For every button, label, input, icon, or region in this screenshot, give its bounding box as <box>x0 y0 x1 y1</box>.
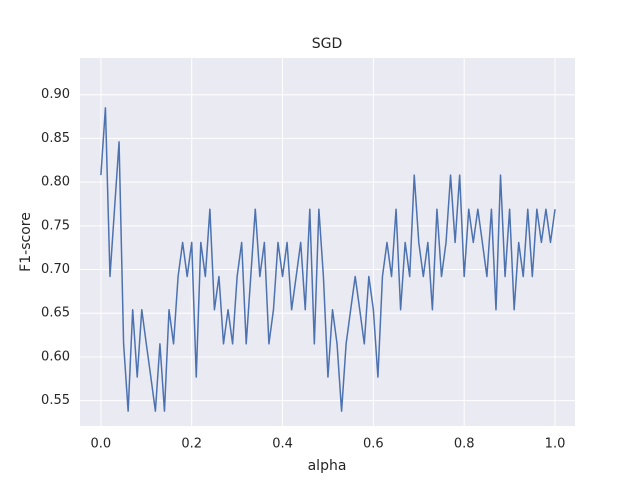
y-axis-label: F1-score <box>18 212 34 272</box>
x-tick-label: 0.6 <box>363 437 384 452</box>
x-tick-label: 0.4 <box>272 437 293 452</box>
x-tick-label: 0.2 <box>181 437 202 452</box>
y-tick-label: 0.90 <box>41 87 70 102</box>
y-tick-label: 0.65 <box>41 306 70 321</box>
x-tick-label: 0.8 <box>454 437 475 452</box>
data-line <box>100 107 556 412</box>
y-tick-label: 0.55 <box>41 393 70 408</box>
y-tick-label: 0.70 <box>41 262 70 277</box>
y-tick-label: 0.75 <box>41 218 70 233</box>
x-tick-label: 1.0 <box>545 437 566 452</box>
y-tick-label: 0.60 <box>41 349 70 364</box>
x-tick-label: 0.0 <box>91 437 112 452</box>
x-axis-label: alpha <box>308 458 347 474</box>
y-tick-label: 0.85 <box>41 131 70 146</box>
chart-title: SGD <box>312 36 343 52</box>
y-tick-label: 0.80 <box>41 175 70 190</box>
